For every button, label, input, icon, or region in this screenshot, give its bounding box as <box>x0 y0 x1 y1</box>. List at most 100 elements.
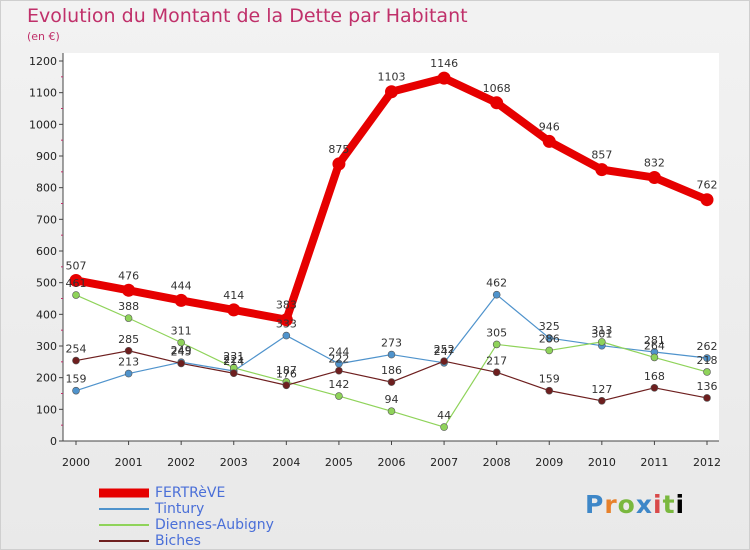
data-point <box>490 96 504 110</box>
data-label: 221 <box>223 353 244 366</box>
data-point <box>69 273 83 287</box>
data-label: 273 <box>381 337 402 350</box>
data-point <box>703 394 711 402</box>
x-tick-label: 2009 <box>535 456 563 469</box>
data-label: 213 <box>118 356 139 369</box>
data-point <box>124 369 133 378</box>
data-point <box>177 359 185 368</box>
data-label: 1103 <box>378 71 406 84</box>
data-label: 875 <box>328 143 349 156</box>
data-label: 305 <box>486 326 507 339</box>
data-label: 832 <box>644 157 665 170</box>
data-point <box>703 368 711 376</box>
data-label: 414 <box>223 289 244 302</box>
y-tick-label: 600 <box>36 245 57 258</box>
legend-label-diennes-aubigny: Diennes-Aubigny <box>155 517 274 533</box>
data-point <box>335 366 343 375</box>
data-label: 333 <box>276 318 297 331</box>
data-point <box>700 193 714 207</box>
y-tick-label: 300 <box>36 340 57 353</box>
x-tick-label: 2007 <box>430 456 458 469</box>
logo-letter: x <box>635 490 653 519</box>
proxiti-logo: Proxiti <box>585 490 685 519</box>
data-point <box>542 134 556 148</box>
y-tick-label: 200 <box>36 372 57 385</box>
data-point <box>332 157 346 171</box>
y-tick-label: 700 <box>36 213 57 226</box>
data-label: 857 <box>591 149 612 162</box>
data-point <box>437 71 451 85</box>
data-label: 285 <box>118 333 139 346</box>
data-label: 946 <box>539 120 560 133</box>
data-label: 462 <box>486 277 507 290</box>
data-label: 1146 <box>430 57 458 70</box>
data-point <box>124 314 133 322</box>
y-tick-label: 400 <box>36 308 57 321</box>
data-label: 222 <box>328 353 349 366</box>
legend-label-fertreve: FERTRèVE <box>155 485 226 501</box>
y-tick-label: 100 <box>36 403 57 416</box>
data-label: 176 <box>276 367 297 380</box>
data-label: 231 <box>223 350 244 363</box>
x-tick-label: 2010 <box>588 456 616 469</box>
data-point <box>492 340 501 349</box>
data-point <box>650 353 659 362</box>
data-label: 218 <box>697 354 718 367</box>
data-point <box>335 392 343 400</box>
x-tick-label: 2003 <box>220 456 248 469</box>
legend-label-tintury: Tintury <box>155 501 205 517</box>
data-point <box>122 283 136 297</box>
data-label: 159 <box>66 373 87 386</box>
x-tick-label: 2004 <box>272 456 300 469</box>
logo-letter: i <box>653 490 663 519</box>
y-tick-label: 1100 <box>29 87 57 100</box>
data-label: 94 <box>385 393 399 406</box>
data-label: 507 <box>66 259 87 272</box>
chart-title: Evolution du Montant de la Dette par Hab… <box>27 5 468 27</box>
y-tick-label: 800 <box>36 182 57 195</box>
data-label: 44 <box>437 409 451 422</box>
legend-item-fertreve: FERTRèVE <box>99 485 274 501</box>
data-point <box>72 356 80 365</box>
x-tick-label: 2000 <box>62 456 90 469</box>
legend-swatch-tintury <box>99 508 149 510</box>
data-label: 388 <box>118 300 139 313</box>
data-label: 262 <box>697 340 718 353</box>
data-label: 244 <box>328 346 349 359</box>
chart-unit-label: (en €) <box>27 30 60 43</box>
x-tick-label: 2012 <box>693 456 721 469</box>
data-label: 461 <box>66 277 87 290</box>
legend-swatch-biches <box>99 540 149 542</box>
data-label: 476 <box>118 269 139 282</box>
data-point <box>72 386 80 395</box>
x-tick-label: 2011 <box>640 456 668 469</box>
data-label: 159 <box>539 373 560 386</box>
data-label: 245 <box>171 345 192 358</box>
data-point <box>647 171 661 185</box>
data-point <box>282 381 291 390</box>
data-point <box>229 369 238 378</box>
y-tick-label: 500 <box>36 277 57 290</box>
data-point <box>177 338 185 347</box>
data-point <box>545 334 554 342</box>
data-label: 313 <box>591 324 612 337</box>
data-point <box>227 303 241 317</box>
data-point <box>387 350 396 359</box>
legend-item-diennes-aubigny: Diennes-Aubigny <box>99 517 274 533</box>
data-label: 168 <box>644 370 665 383</box>
data-point <box>703 354 711 362</box>
data-point <box>440 423 448 431</box>
x-tick-label: 2008 <box>483 456 511 469</box>
x-tick-label: 2002 <box>167 456 195 469</box>
data-label: 286 <box>539 332 560 345</box>
data-point <box>279 313 293 327</box>
logo-letter: o <box>617 490 636 519</box>
data-label: 301 <box>591 328 612 341</box>
data-point <box>385 85 398 99</box>
x-tick-label: 2005 <box>325 456 353 469</box>
data-point <box>598 396 606 405</box>
data-point <box>440 357 448 366</box>
logo-letter: i <box>675 490 686 519</box>
